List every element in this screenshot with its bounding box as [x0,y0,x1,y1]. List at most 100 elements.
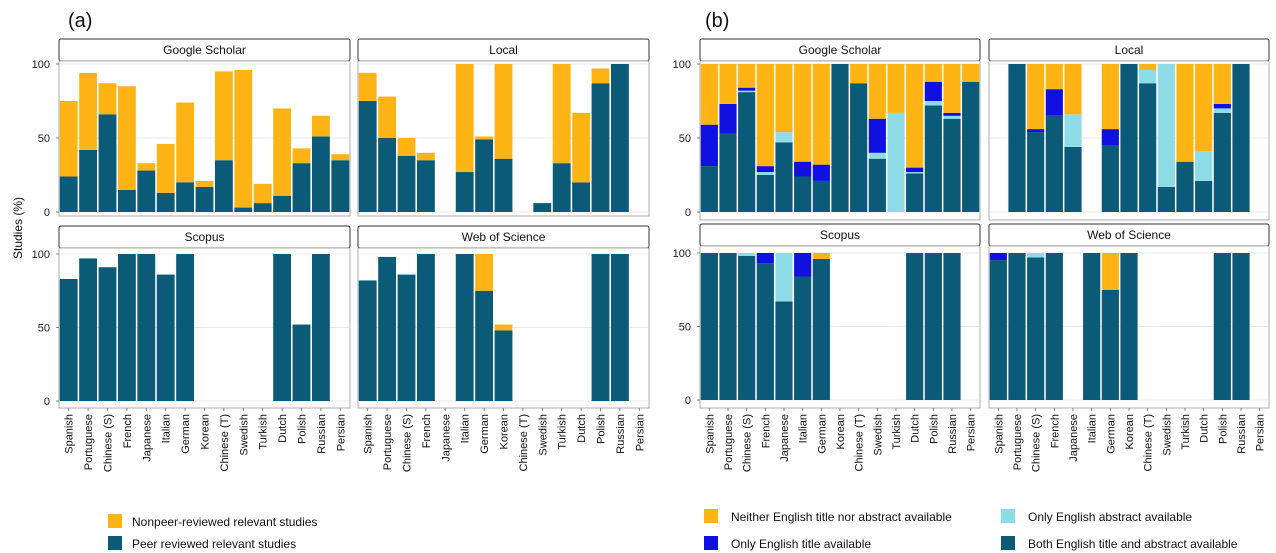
x-tick-label: German [1105,414,1117,454]
bar-segment [311,115,330,137]
x-tick-label: Russian [316,414,328,454]
bar-segment [1027,129,1045,133]
bar-segment [756,172,774,175]
bar-segment [924,81,942,101]
bar-segment [756,166,774,173]
bar-segment [610,254,629,401]
bar-segment [475,139,494,212]
bar-segment [1157,64,1175,187]
bar-segment [98,83,117,115]
bar-segment [738,92,756,212]
x-tick-label: Swedish [1161,414,1173,456]
bar-segment [79,72,98,150]
bar-segment [1195,64,1213,152]
x-tick-label: Russian [1236,414,1248,454]
facet-1-0: Google Scholar 0 50 100 [673,38,981,221]
bar-segment [533,203,552,212]
bar-segment [775,301,793,400]
bar-segment [552,64,571,164]
bar-segment [1045,115,1063,212]
bar-segment [1083,253,1101,400]
x-tick-label: Korean [835,414,847,449]
x-tick-label: Korean [499,414,511,449]
bar-segment [1008,253,1026,400]
x-tick-label: Dutch [277,414,289,443]
bar-segment [1176,161,1194,212]
x-tick-label: Japanese [779,414,791,462]
bar-segment [156,143,175,193]
bar-segment [137,254,156,401]
bar-segment [59,278,78,401]
x-tick-label: Polish [928,414,940,444]
legend-label: Peer reviewed relevant studies [132,537,296,551]
x-tick-label: Russian [947,414,959,454]
bar-segment [137,170,156,212]
bar-segment [1027,257,1045,400]
bar-segment [1027,253,1045,258]
bar-segment [1064,146,1082,212]
x-tick-label: Spanish [363,414,375,454]
legend-b: Neither English title nor abstract avail… [704,509,1238,551]
legend-swatch [108,536,122,550]
bar-segment [775,253,793,302]
bar-segment [1176,64,1194,162]
bar-segment [1101,145,1119,212]
bar-segment [79,258,98,401]
bar-segment [552,163,571,212]
bar-segment [906,173,924,212]
bar-segment [1157,186,1175,212]
bar-segment [794,161,812,177]
bar-segment [455,172,474,212]
bar-segment [989,260,1007,400]
bar-segment [234,207,253,212]
bar-segment [1064,64,1082,115]
y-tick-label: 50 [679,133,691,145]
x-tick-label: Persian [634,414,646,451]
legend-label: Both English title and abstract availabl… [1028,537,1238,551]
bar-segment [1213,108,1231,113]
x-tick-label: Japanese [141,414,153,462]
bar-segment [494,330,513,401]
bar-segment [812,164,830,181]
bar-segment [475,254,494,291]
x-tick-label: Turkish [557,414,569,450]
bar-segment [1101,253,1119,290]
y-tick-label: 100 [32,59,50,71]
facet-1-3: Web of Science Spanish Portuguese Chinese (… [988,223,1270,472]
x-tick-label: German [180,414,192,454]
x-tick-label: French [421,414,433,448]
y-tick-label: 0 [44,396,50,408]
bar-segment [292,324,311,401]
bar-segment [775,132,793,143]
bar-segment [812,180,830,212]
bar-segment [812,64,830,165]
bar-segment [906,172,924,174]
bar-segment [700,124,718,167]
bar-segment [1232,64,1250,212]
bar-segment [962,64,980,82]
bar-segment [591,254,610,401]
x-tick-label: Spanish [64,414,76,454]
bar-segment [98,114,117,212]
bar-segment [59,176,78,212]
x-tick-label: Chinese (T) [854,414,866,471]
bar-segment [416,254,435,401]
bar-segment [234,69,253,208]
y-tick-label: 0 [685,395,691,407]
bar-segment [924,105,942,212]
bar-segment [1232,253,1250,400]
x-tick-label: French [122,414,134,448]
panel-label-b: (b) [705,10,729,32]
bar-segment [1008,64,1026,212]
x-tick-label: Spanish [704,414,716,454]
bar-segment [572,182,591,212]
bar-segment [475,290,494,401]
bar-segment [906,253,924,400]
bar-segment [1213,112,1231,212]
x-tick-label: Dutch [576,414,588,443]
bar-segment [1045,64,1063,90]
x-tick-label: Swedish [537,414,549,456]
x-tick-label: Chinese (T) [219,414,231,471]
x-tick-label: Japanese [440,414,452,462]
bar-segment [79,149,98,212]
